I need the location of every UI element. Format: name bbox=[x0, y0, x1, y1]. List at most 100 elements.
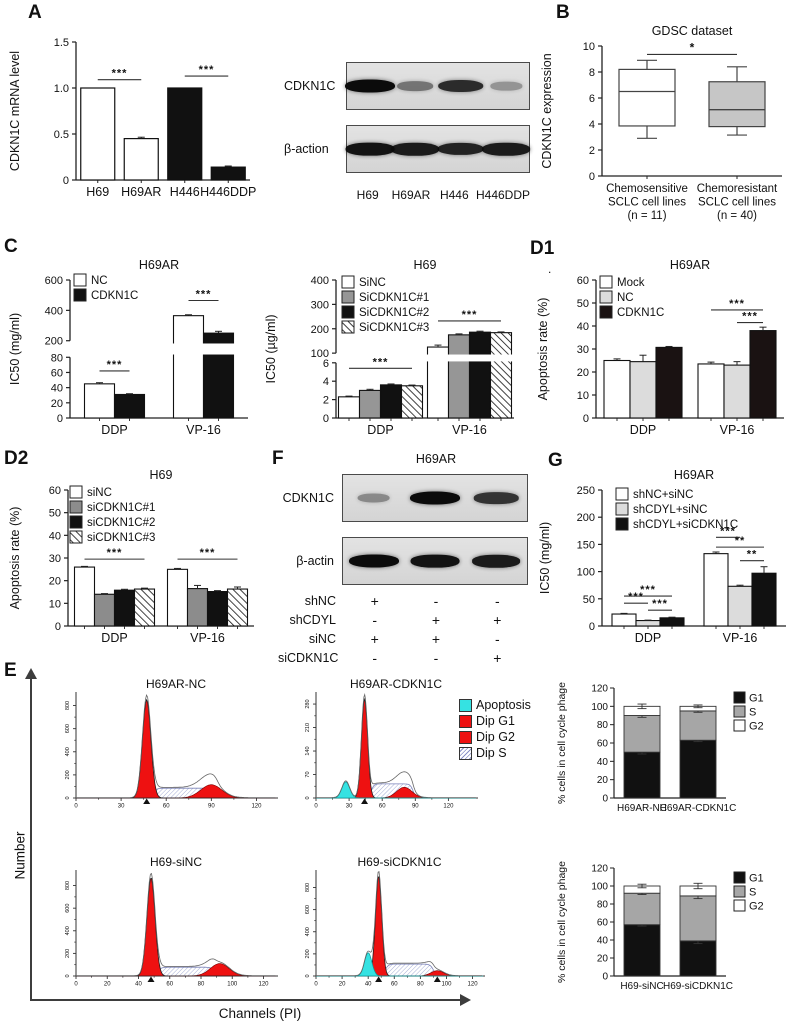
bar bbox=[166, 568, 189, 627]
category-label: H69AR bbox=[121, 185, 161, 199]
blot-row: β-actin bbox=[278, 537, 528, 585]
condition-symbol: - bbox=[494, 630, 500, 647]
legend-swatch-icon bbox=[341, 305, 355, 319]
legend-label: siCDKN1C#3 bbox=[87, 532, 155, 544]
panel-b-gdsc-box-plot: GDSC dataset CDKN1C expression 0 2 4 6 8 10 Chem… bbox=[538, 12, 796, 243]
condition-symbol: + bbox=[431, 611, 441, 628]
category-label: Chemosensitive bbox=[606, 183, 688, 195]
cell-cycle-stacked-chart-h69ar: % cells in cell cycle phage 0 20 40 60 80 100 1… bbox=[552, 672, 796, 833]
box bbox=[618, 68, 676, 127]
bar bbox=[603, 359, 631, 419]
legend-swatch-icon bbox=[341, 320, 355, 334]
significance-stars: *** bbox=[107, 547, 123, 559]
B-svg: GDSC dataset CDKN1C expression 0 2 4 6 8 10 Chem… bbox=[540, 24, 782, 222]
e-channels-axis-arrow-icon bbox=[460, 994, 471, 1006]
y-tick-label: 400 bbox=[305, 927, 311, 936]
bar bbox=[655, 346, 683, 419]
y-tick-label: 120 bbox=[591, 684, 608, 695]
significance-stars: *** bbox=[720, 525, 736, 537]
stack-segment bbox=[679, 940, 717, 977]
significance-stars: *** bbox=[107, 359, 123, 371]
condition-label: shNC bbox=[304, 593, 336, 608]
x-tick-label: 90 bbox=[412, 804, 419, 810]
significance-stars: *** bbox=[742, 311, 758, 323]
category-label: H69-siCDKN1C bbox=[663, 981, 733, 992]
condition-symbol: - bbox=[433, 649, 439, 666]
y-tick-label: 0 bbox=[583, 413, 589, 425]
y-tick-label: 150 bbox=[577, 539, 595, 551]
dip-g1-peak bbox=[76, 877, 276, 977]
significance-stars: * bbox=[690, 40, 695, 54]
legend-swatch-icon bbox=[733, 705, 746, 718]
y-tick-label: 0.5 bbox=[54, 129, 69, 141]
condition-symbol: + bbox=[370, 630, 379, 647]
x-tick-label: 120 bbox=[443, 804, 454, 810]
y-tick-label: 200 bbox=[45, 336, 63, 348]
E1-svg: H69AR-NC 0 200 400 600 800 0 30 60 90 120 bbox=[65, 677, 278, 810]
legend-label: NC bbox=[91, 275, 108, 287]
legend-item: Dip S bbox=[459, 745, 531, 761]
category-label: H69AR-NC bbox=[617, 803, 667, 814]
y-tick-label: 100 bbox=[311, 348, 329, 360]
y-tick-label: 80 bbox=[597, 900, 609, 911]
significance-stars: ** bbox=[735, 535, 746, 547]
bar bbox=[751, 572, 777, 627]
outline-trace bbox=[76, 872, 276, 976]
legend-label: shCDYL+siCDKN1C bbox=[633, 519, 738, 531]
dip-s-region bbox=[76, 966, 276, 977]
legend-swatch-icon bbox=[615, 517, 629, 531]
condition-row-shcdyl: shCDYL - + + bbox=[278, 610, 528, 629]
x-tick-label: 20 bbox=[339, 982, 346, 988]
condition-symbol: + bbox=[431, 630, 441, 647]
y-tick-label: 400 bbox=[65, 747, 71, 756]
bar bbox=[727, 585, 753, 627]
y-tick-label: 4 bbox=[323, 376, 329, 388]
y-tick-label: 40 bbox=[51, 383, 63, 395]
significance-stars: *** bbox=[462, 309, 478, 321]
significance-stars: *** bbox=[652, 598, 668, 610]
y-tick-label: 140 bbox=[305, 746, 311, 755]
x-tick-label: 90 bbox=[208, 804, 215, 810]
category-label: H446 bbox=[170, 185, 200, 199]
x-tick-label: 120 bbox=[258, 982, 269, 988]
y-tick-label: 2 bbox=[323, 395, 329, 407]
y-tick-label: 20 bbox=[577, 367, 589, 379]
legend-label: CDKN1C bbox=[91, 290, 138, 302]
bar bbox=[358, 389, 382, 419]
bar bbox=[379, 384, 403, 419]
x-tick-label: 60 bbox=[166, 982, 173, 988]
flow-histogram-h69-sicdkn1c: H69-siCDKN1C 0 200 400 600 800 0 20 40 60 80 100 120 bbox=[290, 850, 495, 1003]
dip-g1-peak bbox=[76, 698, 276, 799]
category-label: VP-16 bbox=[723, 631, 758, 645]
legend-swatch-icon bbox=[69, 500, 83, 514]
y-tick-label: 20 bbox=[51, 398, 63, 410]
panel-c-h69-ic50-chart: H69 IC50 (µg/ml) 0 2 4 6 100 200 300 400 DDP VP-16 *… bbox=[262, 250, 524, 457]
peak-marker-icon bbox=[433, 976, 441, 982]
x-tick-label: 0 bbox=[314, 982, 318, 988]
y-tick-label: 600 bbox=[65, 904, 71, 913]
legend-swatch-icon bbox=[615, 487, 629, 501]
lane-label: H446DDP bbox=[475, 188, 531, 202]
y-tick-label: 100 bbox=[591, 882, 608, 893]
y-axis-label: IC50 (mg/ml) bbox=[8, 313, 22, 385]
western-blot-panel-a: CDKN1C β-action H69 H69AR H446 H446DDP bbox=[282, 62, 531, 202]
legend-label: S bbox=[749, 707, 756, 719]
y-tick-label: 0 bbox=[589, 621, 595, 633]
blot-row: β-action bbox=[282, 125, 531, 173]
bar bbox=[167, 87, 203, 181]
legend-label: siCDKN1C#1 bbox=[87, 502, 155, 514]
blot-band-label-cdkn1c: CDKN1C bbox=[284, 79, 336, 93]
y-tick-label: 400 bbox=[65, 926, 71, 935]
x-tick-label: 100 bbox=[441, 982, 452, 988]
significance-stars: *** bbox=[729, 298, 745, 310]
y-tick-label: 400 bbox=[45, 305, 63, 317]
y-tick-label: 200 bbox=[311, 324, 329, 336]
y-tick-label: 0 bbox=[602, 794, 608, 805]
y-tick-label: 30 bbox=[577, 344, 589, 356]
legend-swatch-icon bbox=[341, 290, 355, 304]
legend-label: SiNC bbox=[359, 277, 386, 289]
legend-swatch-icon bbox=[69, 515, 83, 529]
condition-symbol: - bbox=[372, 649, 377, 666]
category-label: VP-16 bbox=[452, 423, 487, 437]
